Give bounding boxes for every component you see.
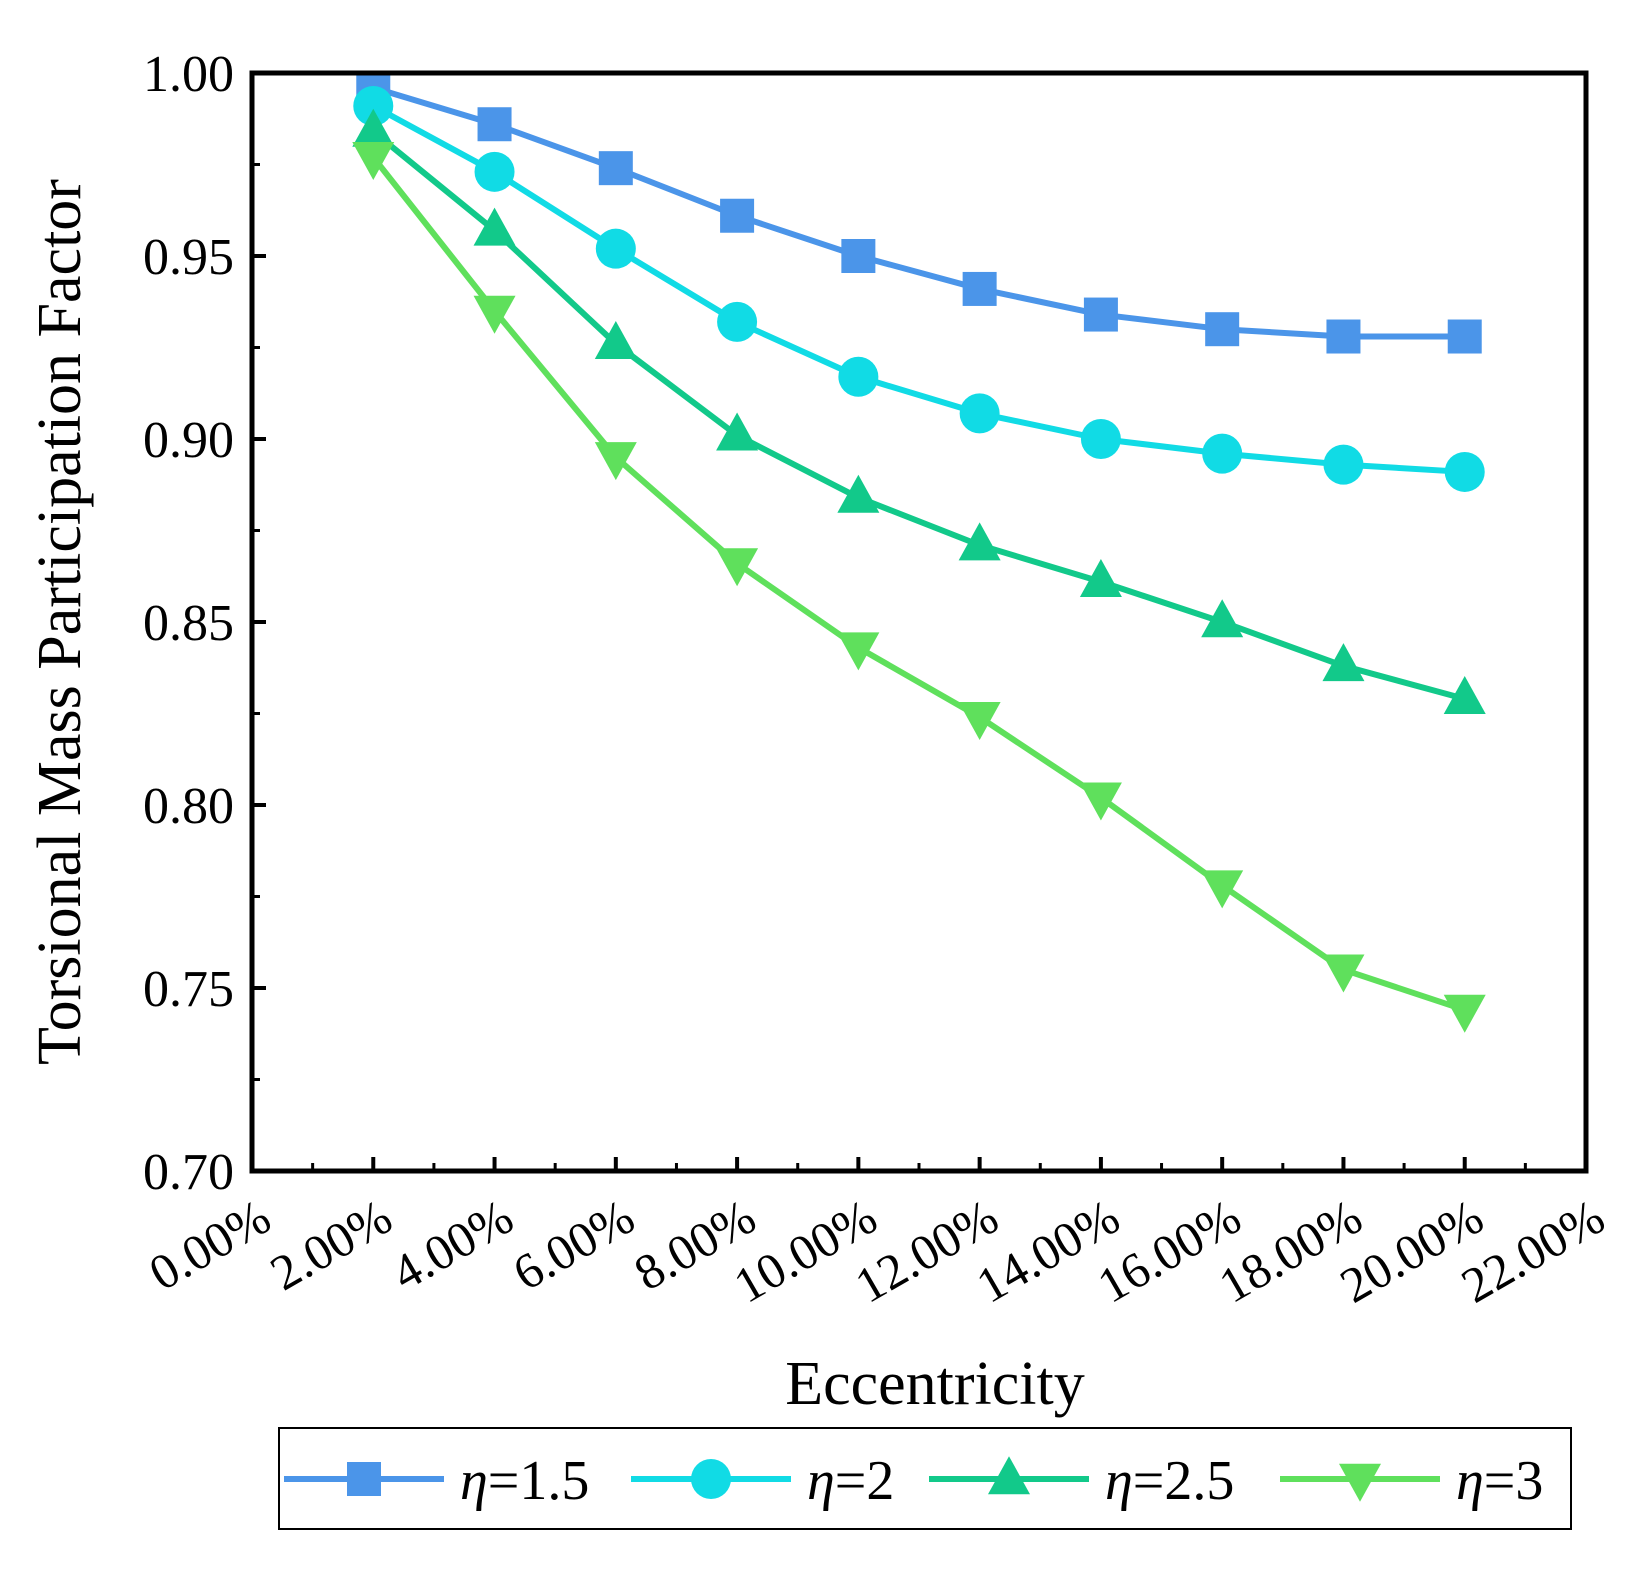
legend-item: η=1.5 <box>284 1450 589 1512</box>
marker-triangle-down <box>1201 870 1244 909</box>
marker-triangle-down <box>716 548 759 587</box>
y-tick-label: 0.80 <box>143 778 234 835</box>
marker-square <box>1447 319 1482 354</box>
marker-triangle-down <box>473 295 516 334</box>
marker-triangle-up <box>1443 676 1486 715</box>
series-line <box>370 155 1466 1013</box>
marker-triangle-down <box>1322 954 1365 993</box>
marker-triangle-down <box>1443 994 1486 1033</box>
marker-square <box>841 239 876 273</box>
marker-triangle-up <box>1322 643 1365 682</box>
marker-circle <box>959 393 1000 434</box>
marker-square <box>1326 319 1361 354</box>
x-tick-label: 22.00% <box>1452 1188 1614 1314</box>
legend-label: η=2.5 <box>1105 1450 1234 1512</box>
marker-triangle-down <box>1339 1463 1381 1502</box>
marker-triangle-up <box>988 1456 1030 1495</box>
marker-triangle-down <box>352 141 395 180</box>
legend-label-symbol: η <box>1105 1450 1133 1512</box>
marker-square <box>1205 312 1240 347</box>
legend-label-symbol: η <box>807 1450 835 1512</box>
legend-label-value: =2.5 <box>1133 1450 1235 1512</box>
marker-triangle-up <box>352 108 395 147</box>
marker-circle <box>353 85 394 126</box>
series-3 <box>352 108 1486 715</box>
legend-item: η=2 <box>631 1450 894 1512</box>
legend-label: η=1.5 <box>460 1450 589 1512</box>
y-tick-label: 0.90 <box>143 412 234 469</box>
x-tick-label: 0.00% <box>140 1188 280 1301</box>
series-2 <box>353 85 1485 492</box>
series-line <box>371 103 1465 475</box>
data-layer <box>352 70 1486 1033</box>
x-tick-label: 4.00% <box>382 1188 522 1301</box>
marker-square <box>598 151 633 186</box>
y-tick-label: 0.85 <box>143 595 234 652</box>
marker-circle <box>595 228 636 269</box>
legend-label-symbol: η <box>460 1450 488 1512</box>
series-1 <box>356 70 1482 354</box>
marker-square <box>962 271 997 306</box>
marker-square <box>477 107 512 142</box>
marker-triangle-up <box>473 207 516 246</box>
marker-triangle-up <box>958 522 1001 561</box>
series-line <box>372 84 1465 340</box>
marker-circle <box>838 356 879 397</box>
y-tick-label: 0.95 <box>143 229 234 286</box>
marker-circle <box>1323 444 1364 485</box>
marker-square <box>720 198 755 233</box>
marker-triangle-up <box>1079 558 1122 597</box>
x-axis: 0.00%2.00%4.00%6.00%8.00%10.00%12.00%14.… <box>140 1157 1614 1314</box>
legend-label-value: =1.5 <box>488 1450 590 1512</box>
y-tick-label: 1.00 <box>143 46 234 103</box>
y-tick-label: 0.70 <box>143 1144 234 1201</box>
legend: η=1.5 η=2 η=2.5 η=3 <box>278 1427 1572 1530</box>
marker-square <box>1083 297 1118 332</box>
plot-area-frame <box>249 70 1589 1174</box>
marker-triangle-down <box>594 442 637 481</box>
marker-circle <box>1444 451 1485 492</box>
legend-label-symbol: η <box>1456 1450 1484 1512</box>
y-tick-label: 0.75 <box>143 961 234 1018</box>
marker-circle <box>717 301 758 342</box>
y-axis: 0.70 0.75 0.80 0.85 0.90 0.95 1.00 <box>143 46 266 1201</box>
x-tick-label: 2.00% <box>261 1188 401 1301</box>
y-axis-title: Torsional Mass Participation Factor <box>26 179 94 1065</box>
legend-label-value: =3 <box>1484 1450 1544 1512</box>
x-axis-title: Eccentricity <box>785 1350 1085 1418</box>
marker-triangle-up <box>594 321 637 360</box>
legend-label-value: =2 <box>835 1450 895 1512</box>
marker-circle <box>1202 433 1243 474</box>
marker-triangle-down <box>837 632 880 671</box>
marker-circle <box>1080 419 1121 459</box>
marker-triangle-down <box>958 701 1001 740</box>
marker-triangle-down <box>1079 782 1122 821</box>
marker-triangle-up <box>1201 599 1244 638</box>
marker-circle <box>691 1459 731 1499</box>
legend-label: η=2 <box>807 1450 894 1512</box>
legend-item: η=3 <box>1280 1450 1543 1512</box>
series-line <box>371 129 1466 702</box>
series-4 <box>352 141 1486 1033</box>
x-tick-label: 6.00% <box>503 1188 643 1301</box>
marker-circle <box>474 151 515 192</box>
marker-triangle-up <box>716 412 759 451</box>
marker-triangle-up <box>837 474 880 513</box>
legend-item: η=2.5 <box>929 1450 1234 1512</box>
legend-label: η=3 <box>1456 1450 1543 1512</box>
marker-square <box>347 1462 381 1496</box>
